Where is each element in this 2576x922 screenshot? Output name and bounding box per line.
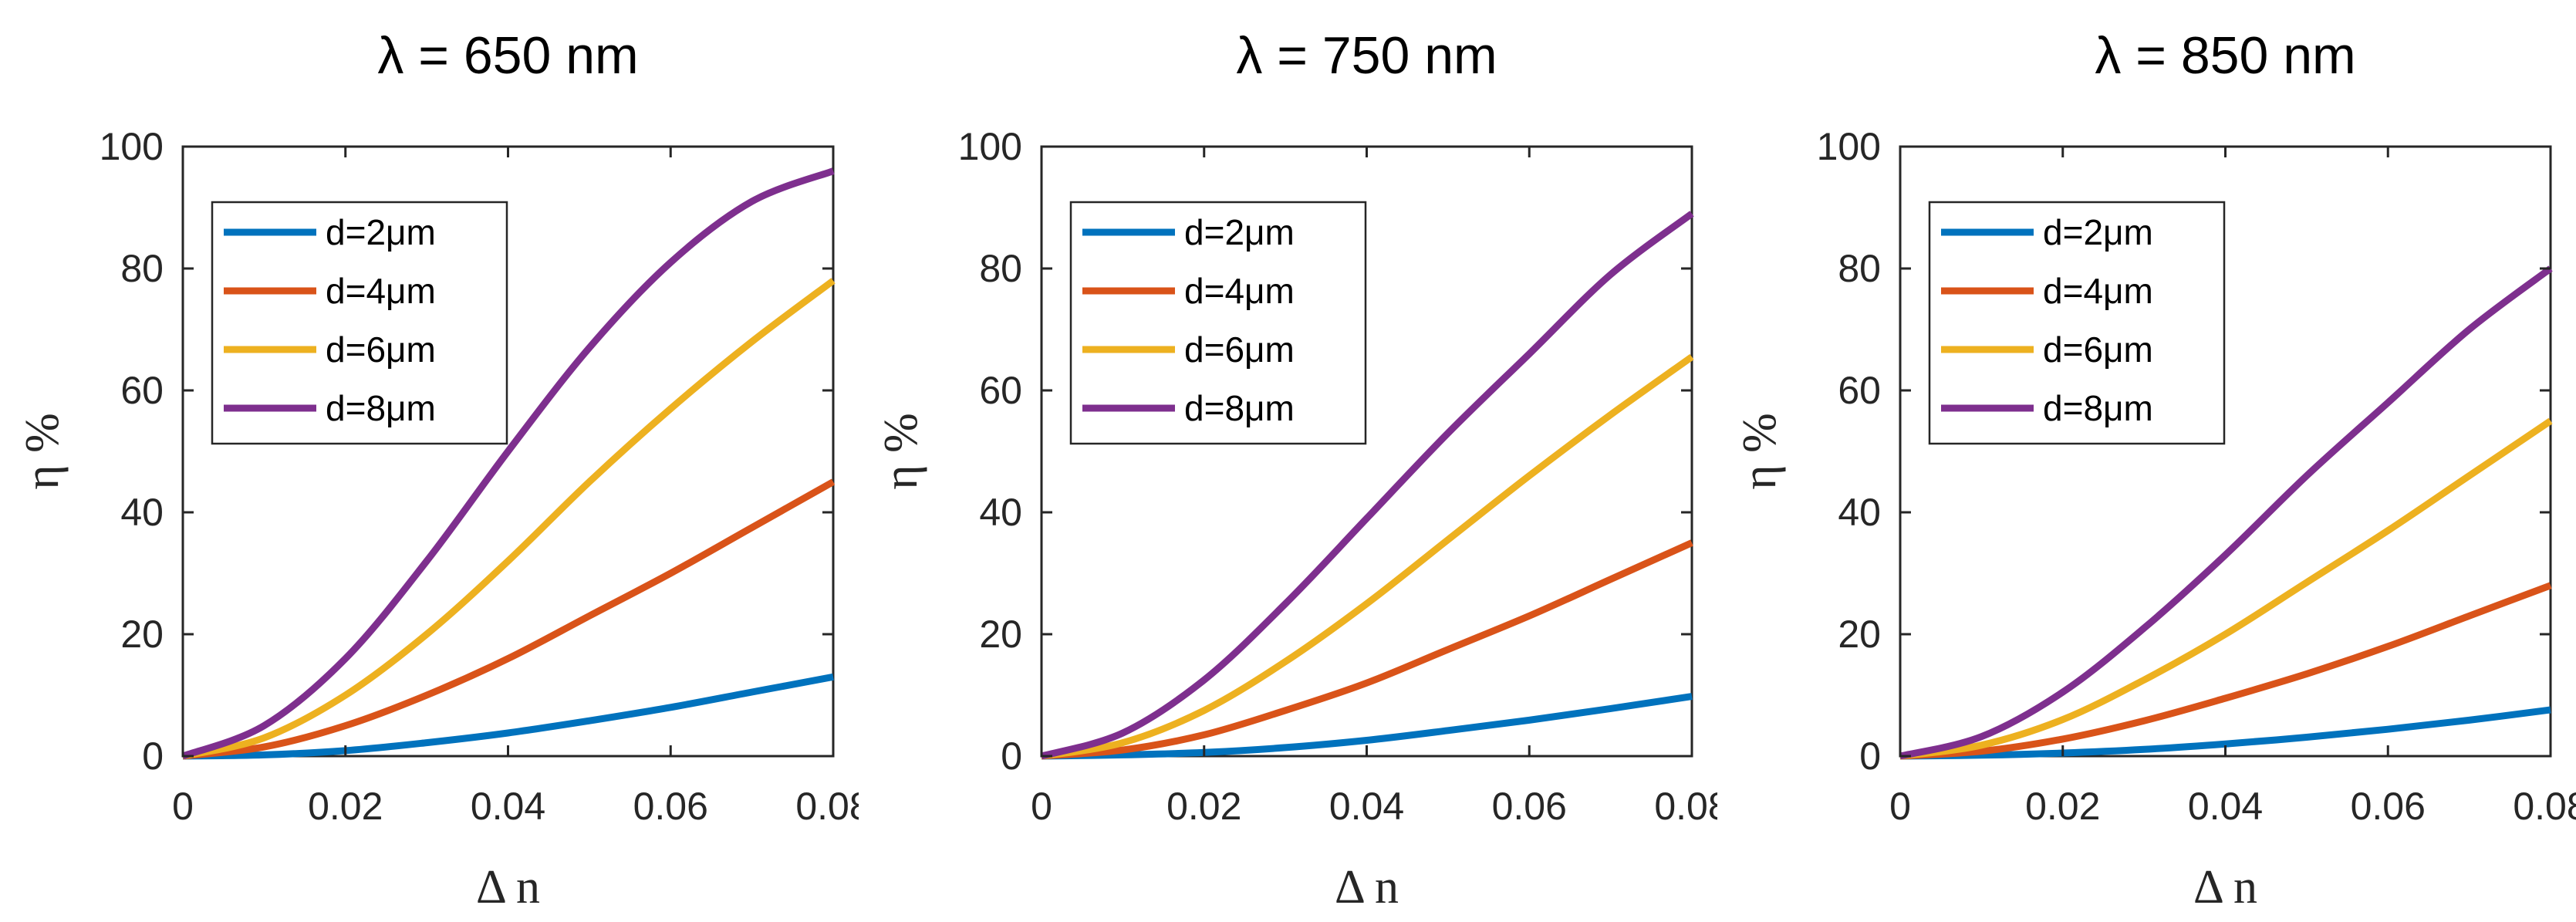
legend-label: d=6μm [2043, 329, 2153, 370]
series-line-d-8-m [1040, 211, 1694, 760]
x-tick-label: 0.06 [633, 785, 708, 828]
x-axis-label: Δ n [2193, 861, 2257, 914]
chart-panel-750nm: λ = 750 nm 0 0.02 0.04 0.06 0.08 0 20 40 60 80 100 Δ… [875, 26, 1717, 914]
x-tick-label: 0.02 [2025, 785, 2100, 828]
x-tick-label: 0 [1031, 785, 1052, 828]
series-group [1899, 265, 2553, 760]
y-tick-label: 80 [1838, 247, 1881, 290]
legend: d=2μm d=4μm d=6μm d=8μm [211, 201, 508, 445]
series-line-d-4-m [1899, 582, 2552, 760]
legend-label: d=8μm [326, 388, 436, 428]
chart-title: λ = 850 nm [2095, 26, 2355, 85]
y-tick-label: 100 [100, 125, 164, 168]
y-axis-label: η % [16, 413, 69, 490]
series-group [181, 167, 836, 760]
x-tick-label: 0 [172, 785, 194, 828]
legend-box [1069, 201, 1367, 445]
x-tick-label: 0.04 [1329, 785, 1404, 828]
legend-label: d=6μm [1184, 329, 1295, 370]
x-tick-label: 0.04 [471, 785, 545, 828]
x-tick-label: 0.06 [1492, 785, 1567, 828]
y-tick-label: 40 [120, 491, 164, 534]
legend: d=2μm d=4μm d=6μm d=8μm [1928, 201, 2226, 445]
legend-label: d=6μm [326, 329, 436, 370]
y-tick-label: 60 [1838, 369, 1881, 412]
series-line-d-6-m [182, 278, 836, 760]
y-tick-label: 60 [979, 369, 1022, 412]
legend-label: d=4μm [1184, 271, 1295, 311]
x-tick-label: 0.02 [308, 785, 383, 828]
x-tick-label: 0 [1889, 785, 1911, 828]
y-tick-label: 20 [1838, 613, 1881, 656]
legend-label: d=4μm [326, 271, 436, 311]
series-line-d-4-m [1041, 539, 1693, 760]
x-tick-label: 0.02 [1166, 785, 1241, 828]
x-tick-label: 0.08 [795, 785, 859, 828]
series-group [1040, 211, 1694, 760]
chart-panel-650nm: λ = 650 nm 0 0.02 0.04 0.06 0.08 0 20 40 60 80 100 Δ… [16, 26, 859, 914]
y-tick-label: 100 [958, 125, 1022, 168]
y-tick-label: 20 [120, 613, 164, 656]
legend-label: d=2μm [326, 212, 436, 252]
x-tick-label: 0.04 [2188, 785, 2263, 828]
legend-box [1928, 201, 2226, 445]
legend-label: d=2μm [1184, 212, 1295, 252]
y-tick-label: 80 [120, 247, 164, 290]
legend: d=2μm d=4μm d=6μm d=8μm [1069, 201, 1367, 445]
chart-title: λ = 650 nm [377, 26, 638, 85]
series-line-d-8-m [181, 167, 835, 760]
legend-label: d=4μm [2043, 271, 2153, 311]
y-tick-label: 40 [1838, 491, 1881, 534]
y-tick-label: 40 [979, 491, 1022, 534]
y-tick-label: 0 [1001, 735, 1022, 778]
x-tick-label: 0.08 [1654, 785, 1717, 828]
y-tick-label: 20 [979, 613, 1022, 656]
series-line-d-2-m [182, 673, 834, 760]
legend-label: d=8μm [2043, 388, 2153, 428]
y-tick-label: 80 [979, 247, 1022, 290]
x-axis-label: Δ n [1335, 861, 1399, 914]
series-line-d-6-m [1899, 417, 2553, 760]
legend-label: d=2μm [2043, 212, 2153, 252]
y-axis-label: η % [875, 413, 927, 490]
x-tick-label: 0.06 [2351, 785, 2426, 828]
chart-panel-850nm: λ = 850 nm 0 0.02 0.04 0.06 0.08 0 20 40 60 80 100 Δ… [1734, 26, 2576, 914]
series-line-d-2-m [1899, 706, 2551, 760]
y-tick-label: 60 [120, 369, 164, 412]
series-line-d-4-m [182, 478, 836, 760]
y-tick-label: 0 [1859, 735, 1881, 778]
x-tick-label: 0.08 [2513, 785, 2576, 828]
chart-title: λ = 750 nm [1236, 26, 1497, 85]
series-line-d-8-m [1899, 265, 2553, 760]
legend-label: d=8μm [1184, 388, 1295, 428]
legend-box [211, 201, 508, 445]
series-line-d-6-m [1041, 353, 1694, 760]
y-tick-label: 0 [142, 735, 164, 778]
y-tick-label: 100 [1817, 125, 1881, 168]
y-axis-label: η % [1734, 413, 1786, 490]
x-axis-label: Δ n [476, 861, 540, 914]
series-line-d-2-m [1041, 693, 1693, 760]
